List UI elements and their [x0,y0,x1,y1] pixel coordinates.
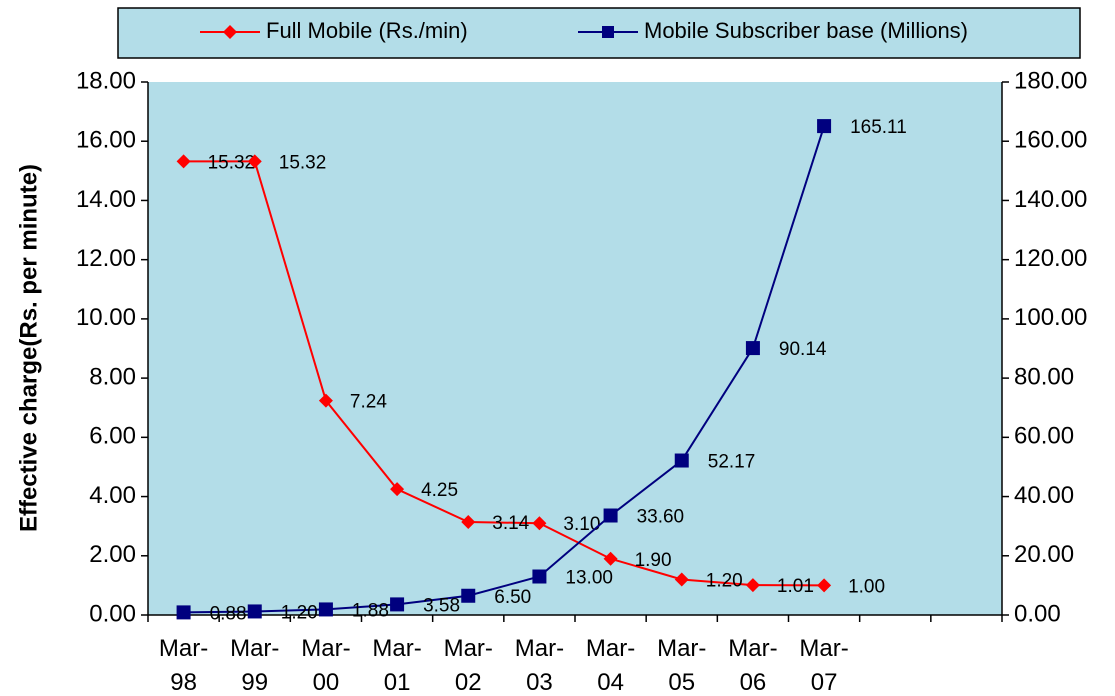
x-tick-label: Mar- 98 [159,635,208,696]
point [176,154,191,169]
x-tick-label: Mar- 04 [586,635,635,696]
point [603,551,618,566]
value-label: 13.00 [565,568,613,589]
x-tick-label-line: 01 [384,669,411,696]
x-tick-label-line: 00 [313,669,340,696]
value-label: 1.00 [848,576,885,597]
point [817,119,832,134]
x-tick-label: Mar- 01 [372,635,421,696]
x-tick-label-line: Mar- [159,635,208,662]
y-axis-label: Effective charge(Rs. per minute) [15,164,42,532]
x-tick-label-line: 06 [740,669,767,696]
x-tick-label-line: 04 [597,669,624,696]
y2-tick-label: 80.00 [1014,363,1074,390]
value-label: 3.10 [563,514,600,535]
point [745,341,760,356]
y-tick-label: 16.00 [76,127,136,154]
x-tick-label-line: Mar- [372,635,421,662]
x-tick-label-line: Mar- [301,635,350,662]
value-label: 15.32 [279,152,327,173]
value-label: 1.20 [706,570,743,591]
point [247,154,262,169]
y-tick-label: 18.00 [76,67,136,94]
x-tick-label-line: 07 [811,669,838,696]
point [674,572,689,587]
point [390,482,405,497]
x-tick-label: Mar- 02 [444,635,493,696]
x-tick-label-line: Mar- [515,635,564,662]
value-label: 33.60 [637,507,685,528]
x-tick-label-line: 03 [526,669,553,696]
value-label: 4.25 [421,480,458,501]
value-label: 3.14 [492,513,529,534]
value-label: 0.88 [210,603,247,624]
y-tick-label: 4.00 [89,482,136,509]
x-tick-label: Mar- 00 [301,635,350,696]
value-label: 1.88 [352,600,389,621]
legend-label: Full Mobile (Rs./min) [266,18,468,43]
point [176,605,191,620]
x-tick-label: Mar- 03 [515,635,564,696]
point [318,602,333,617]
x-tick-label: Mar- 06 [728,635,777,696]
y-tick-label: 8.00 [89,363,136,390]
y-tick-label: 0.00 [89,600,136,627]
value-label: 15.32 [208,152,256,173]
y-tick-label: 6.00 [89,423,136,450]
x-tick-label-line: Mar- [586,635,635,662]
value-label: 90.14 [779,339,827,360]
legend-marker [602,26,614,38]
plot-area [148,82,1002,615]
point [674,453,689,468]
legend-label: Mobile Subscriber base (Millions) [644,18,968,43]
value-label: 6.50 [494,587,531,608]
value-label: 1.01 [777,576,814,597]
y2-tick-label: 0.00 [1014,600,1061,627]
x-tick-label-line: Mar- [728,635,777,662]
value-label: 1.20 [281,602,318,623]
x-tick-label: Mar- 07 [799,635,848,696]
x-tick-label-line: Mar- [657,635,706,662]
point [318,393,333,408]
y2-tick-label: 140.00 [1014,186,1087,213]
value-label: 7.24 [350,392,387,413]
y2-tick-label: 100.00 [1014,304,1087,331]
point [745,578,760,593]
x-tick-label-line: Mar- [230,635,279,662]
y2-tick-label: 20.00 [1014,541,1074,568]
x-tick-label-line: 02 [455,669,482,696]
x-tick-label-line: 05 [668,669,695,696]
y2-tick-label: 60.00 [1014,423,1074,450]
point [461,515,476,530]
value-label: 3.58 [423,595,460,616]
y-tick-label: 2.00 [89,541,136,568]
value-label: 165.11 [850,117,907,138]
series-line [183,160,825,587]
point [532,516,547,531]
x-tick-label-line: Mar- [799,635,848,662]
x-tick-label: Mar- 05 [657,635,706,696]
y2-tick-label: 40.00 [1014,482,1074,509]
point [247,604,262,619]
x-tick-label-line: 99 [241,669,268,696]
y-tick-label: 14.00 [76,186,136,213]
point [532,569,547,584]
y2-tick-label: 160.00 [1014,127,1087,154]
legend-marker [223,25,237,39]
value-label: 52.17 [708,452,756,473]
y-tick-label: 12.00 [76,245,136,272]
point [461,588,476,603]
x-tick-label-line: Mar- [444,635,493,662]
point [390,597,405,612]
point [817,578,832,593]
y-tick-label: 10.00 [76,304,136,331]
series-line [183,125,826,614]
value-label: 1.90 [635,550,672,571]
x-tick-label: Mar- 99 [230,635,279,696]
y2-tick-label: 120.00 [1014,245,1087,272]
y2-tick-label: 180.00 [1014,67,1087,94]
x-tick-label-line: 98 [170,669,197,696]
point [603,508,618,523]
